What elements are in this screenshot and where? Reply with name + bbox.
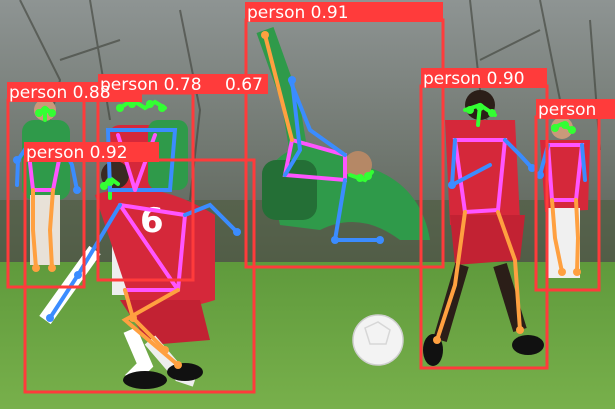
- label-person-088: person 0.88: [9, 83, 111, 103]
- detection-labels: person 0.88 person 0.92 person 0.78 0.67…: [9, 3, 596, 163]
- label-person-091: person 0.91: [247, 3, 349, 23]
- keypoints: [13, 31, 581, 369]
- label-067: 0.67: [225, 75, 263, 95]
- football: [352, 314, 404, 366]
- label-person-092: person 0.92: [26, 143, 128, 163]
- label-backgrounds: [7, 2, 615, 162]
- player-back-green: [148, 120, 188, 190]
- pitch-grass: [0, 262, 615, 409]
- skeleton-diving: [263, 33, 382, 242]
- label-person-090: person 0.90: [423, 69, 525, 89]
- label-person-far-right: person: [538, 100, 596, 120]
- label-person-078: person 0.78: [100, 75, 202, 95]
